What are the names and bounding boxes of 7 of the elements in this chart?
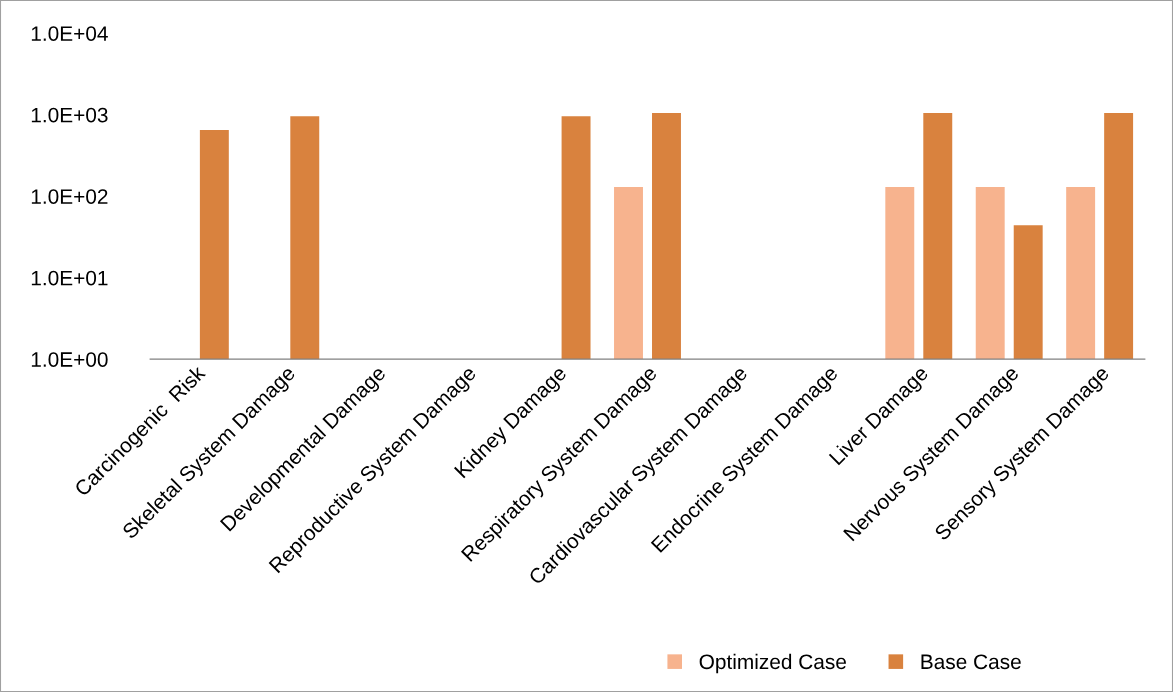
y-tick-label: 1.0E+04: [31, 26, 108, 41]
y-tick-label: 1.0E+01: [31, 270, 108, 286]
y-tick-label: 1.0E+00: [31, 352, 108, 367]
y-tick-label: 1.0E+03: [31, 107, 108, 123]
legend-label: Optimized Case: [699, 653, 846, 674]
legend-label: Base Case: [921, 654, 1021, 670]
y-tick-label: 1.0E+02: [31, 189, 108, 204]
